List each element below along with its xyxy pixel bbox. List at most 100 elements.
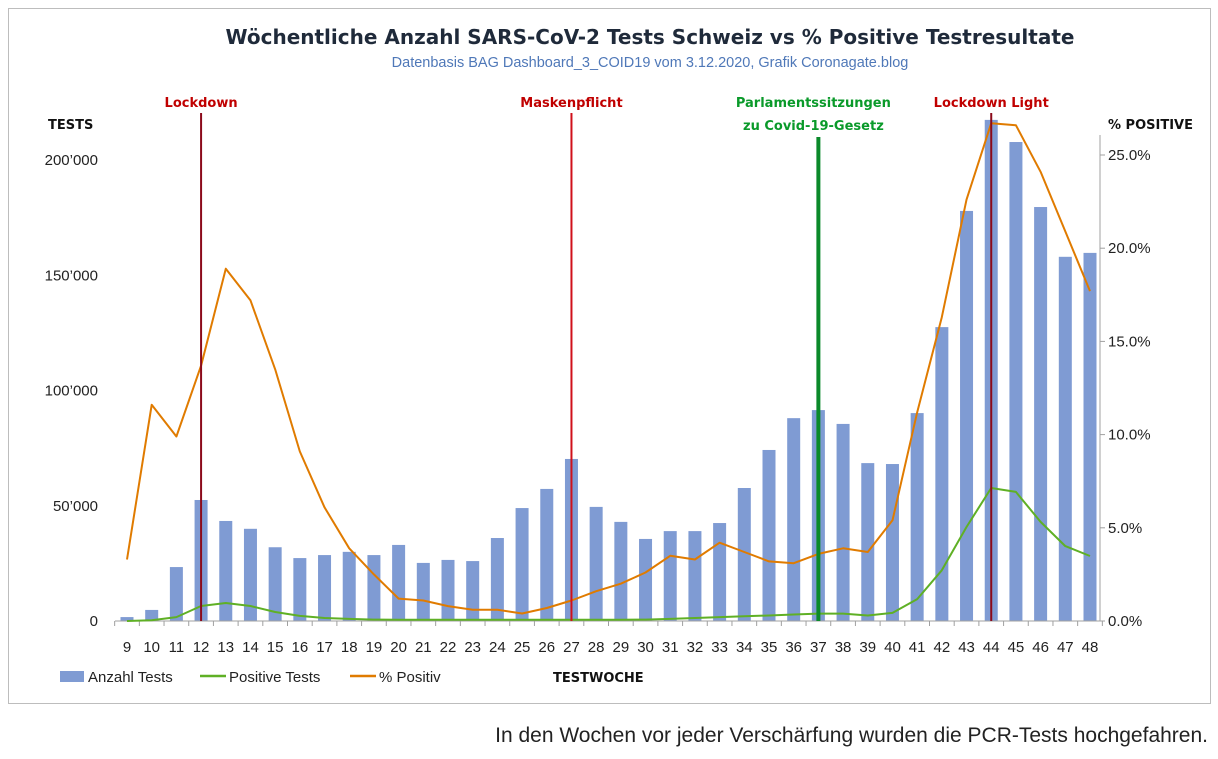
y-right-tick-label: 5.0%	[1108, 520, 1142, 537]
y-left-tick-label: 50’000	[53, 498, 98, 515]
x-tick-label: 12	[193, 639, 210, 656]
x-tick-label: 20	[390, 639, 407, 656]
x-tick-label: 48	[1082, 639, 1099, 656]
bar-week-26	[540, 488, 554, 621]
x-tick-label: 22	[440, 639, 457, 656]
x-tick-label: 31	[662, 639, 679, 656]
bar-week-29	[614, 521, 628, 621]
x-tick-label: 45	[1008, 639, 1025, 656]
x-tick-label: 33	[711, 639, 728, 656]
bar-week-36	[787, 418, 801, 621]
positive-tests-line	[126, 487, 1091, 622]
x-tick-label: 16	[292, 639, 309, 656]
bar-week-35	[762, 449, 776, 621]
annotation-label: Parlamentssitzungen	[736, 96, 891, 111]
bar-week-45	[1009, 142, 1023, 621]
legend-label-positive: Positive Tests	[229, 669, 320, 686]
x-tick-label: 28	[588, 639, 605, 656]
bar-week-30	[639, 538, 653, 621]
legend-label-pct: % Positiv	[379, 669, 441, 686]
bar-week-41	[910, 413, 924, 621]
bar-week-18	[342, 551, 356, 621]
bar-week-34	[737, 488, 751, 621]
x-tick-label: 9	[123, 639, 131, 656]
x-tick-label: 21	[415, 639, 432, 656]
x-tick-label: 44	[983, 639, 1000, 656]
pct-positive-line	[126, 122, 1091, 615]
annotation-label: zu Covid-19-Gesetz	[743, 119, 884, 134]
annotation-label: Lockdown	[165, 96, 238, 111]
annotation-label: Lockdown Light	[934, 96, 1049, 111]
y-left-tick-label: 100’000	[45, 383, 98, 400]
bar-week-48	[1083, 252, 1097, 622]
bar-week-32	[688, 531, 702, 621]
annotation-label: Maskenpflicht	[520, 96, 622, 111]
x-tick-label: 27	[563, 639, 580, 656]
x-tick-label: 34	[736, 639, 753, 656]
bar-week-11	[169, 567, 183, 621]
y-right-tick-label: 20.0%	[1108, 240, 1151, 257]
x-tick-label: 10	[143, 639, 160, 656]
legend: Anzahl Tests Positive Tests % Positiv	[60, 669, 441, 686]
bar-week-43	[960, 210, 974, 622]
y-axis-right-title: % POSITIVE	[1108, 118, 1193, 133]
x-tick-label: 30	[637, 639, 654, 656]
x-tick-label: 32	[687, 639, 704, 656]
bar-week-31	[663, 531, 677, 621]
bar-week-38	[836, 423, 850, 621]
bar-week-47	[1058, 256, 1072, 621]
legend-swatch-tests	[60, 671, 84, 682]
chart-title: Wöchentliche Anzahl SARS-CoV-2 Tests Sch…	[226, 25, 1075, 49]
legend-label-tests: Anzahl Tests	[88, 669, 173, 686]
bar-week-14	[243, 528, 257, 621]
bar-week-46	[1034, 207, 1048, 621]
bar-week-42	[935, 327, 949, 621]
x-tick-label: 38	[835, 639, 852, 656]
x-tick-label: 29	[613, 639, 630, 656]
x-tick-label: 15	[267, 639, 284, 656]
bar-week-39	[861, 463, 875, 621]
y-left-tick-label: 200’000	[45, 152, 98, 169]
bar-week-33	[713, 523, 727, 621]
bar-week-21	[416, 562, 430, 621]
x-tick-label: 18	[341, 639, 358, 656]
bar-week-22	[441, 559, 455, 621]
x-axis-title: TESTWOCHE	[553, 671, 644, 686]
x-tick-label: 25	[514, 639, 531, 656]
x-tick-label: 11	[169, 639, 185, 656]
bar-week-9	[120, 617, 134, 621]
bar-week-28	[589, 506, 603, 621]
x-tick-label: 42	[934, 639, 951, 656]
x-tick-label: 46	[1032, 639, 1049, 656]
x-tick-label: 39	[859, 639, 876, 656]
x-tick-label: 26	[538, 639, 555, 656]
bar-week-20	[392, 544, 406, 621]
x-tick-label: 23	[464, 639, 481, 656]
y-right-tick-label: 10.0%	[1108, 427, 1151, 444]
x-tick-label: 37	[810, 639, 827, 656]
bar-week-24	[490, 538, 504, 621]
bar-week-10	[145, 609, 159, 621]
bar-week-13	[219, 520, 233, 621]
bar-week-23	[466, 561, 480, 621]
x-tick-label: 43	[958, 639, 975, 656]
x-tick-label: 14	[242, 639, 259, 656]
x-tick-label: 36	[785, 639, 802, 656]
y-right-tick-label: 0.0%	[1108, 613, 1142, 630]
bar-week-40	[885, 464, 899, 621]
bar-week-25	[515, 508, 529, 621]
y-axis-left-title: TESTS	[48, 118, 93, 133]
x-tick-label: 19	[366, 639, 383, 656]
y-right-tick-label: 25.0%	[1108, 147, 1151, 164]
chart-subtitle: Datenbasis BAG Dashboard_3_COID19 vom 3.…	[392, 55, 909, 71]
x-tick-label: 17	[316, 639, 333, 656]
bar-week-16	[293, 558, 307, 621]
x-tick-label: 47	[1057, 639, 1074, 656]
y-left-tick-label: 0	[90, 613, 98, 630]
y-left-tick-label: 150’000	[45, 267, 98, 284]
y-right-tick-label: 15.0%	[1108, 333, 1151, 350]
x-tick-label: 13	[217, 639, 234, 656]
caption: In den Wochen vor jeder Verschärfung wur…	[495, 724, 1208, 747]
bar-week-17	[318, 555, 332, 621]
